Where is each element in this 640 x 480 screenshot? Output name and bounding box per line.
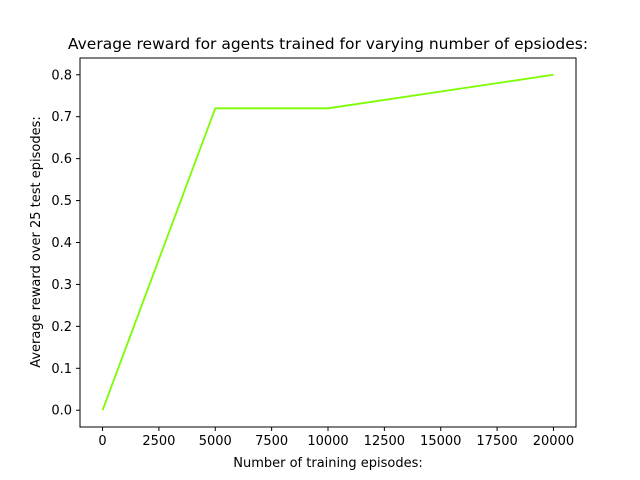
y-axis-ticks: 0.0 0.1 0.2 0.3 0.4 0.5 0.6 0.7 0.8	[51, 68, 80, 419]
x-tick-label: 7500	[255, 434, 288, 449]
chart-title: Average reward for agents trained for va…	[68, 35, 588, 53]
y-tick-label: 0.5	[51, 194, 72, 209]
x-tick-label: 0	[98, 434, 106, 449]
y-tick-label: 0.7	[51, 110, 72, 125]
y-tick-label: 0.3	[51, 278, 72, 293]
y-tick-label: 0.1	[51, 362, 72, 377]
y-tick-label: 0.0	[51, 404, 72, 419]
plot-area-frame	[79, 57, 577, 428]
x-tick-label: 5000	[199, 434, 232, 449]
y-tick-label: 0.2	[51, 320, 72, 335]
series-layer	[101, 73, 554, 411]
series-line	[101, 73, 554, 411]
y-tick-label: 0.6	[51, 152, 72, 167]
x-tick-label: 2500	[142, 434, 175, 449]
x-tick-label: 12500	[364, 434, 405, 449]
y-tick-label: 0.4	[51, 236, 72, 251]
x-tick-label: 17500	[476, 434, 517, 449]
y-tick-label: 0.8	[51, 68, 72, 83]
x-tick-label: 10000	[307, 434, 348, 449]
x-axis-ticks: 0 2500 5000 7500 10000 12500 15000 17500 20000	[98, 427, 574, 449]
x-axis-label: Number of training episodes:	[233, 456, 423, 471]
y-axis-label: Average reward over 25 test episodes:	[29, 116, 44, 368]
x-tick-label: 15000	[420, 434, 461, 449]
x-tick-label: 20000	[533, 434, 574, 449]
